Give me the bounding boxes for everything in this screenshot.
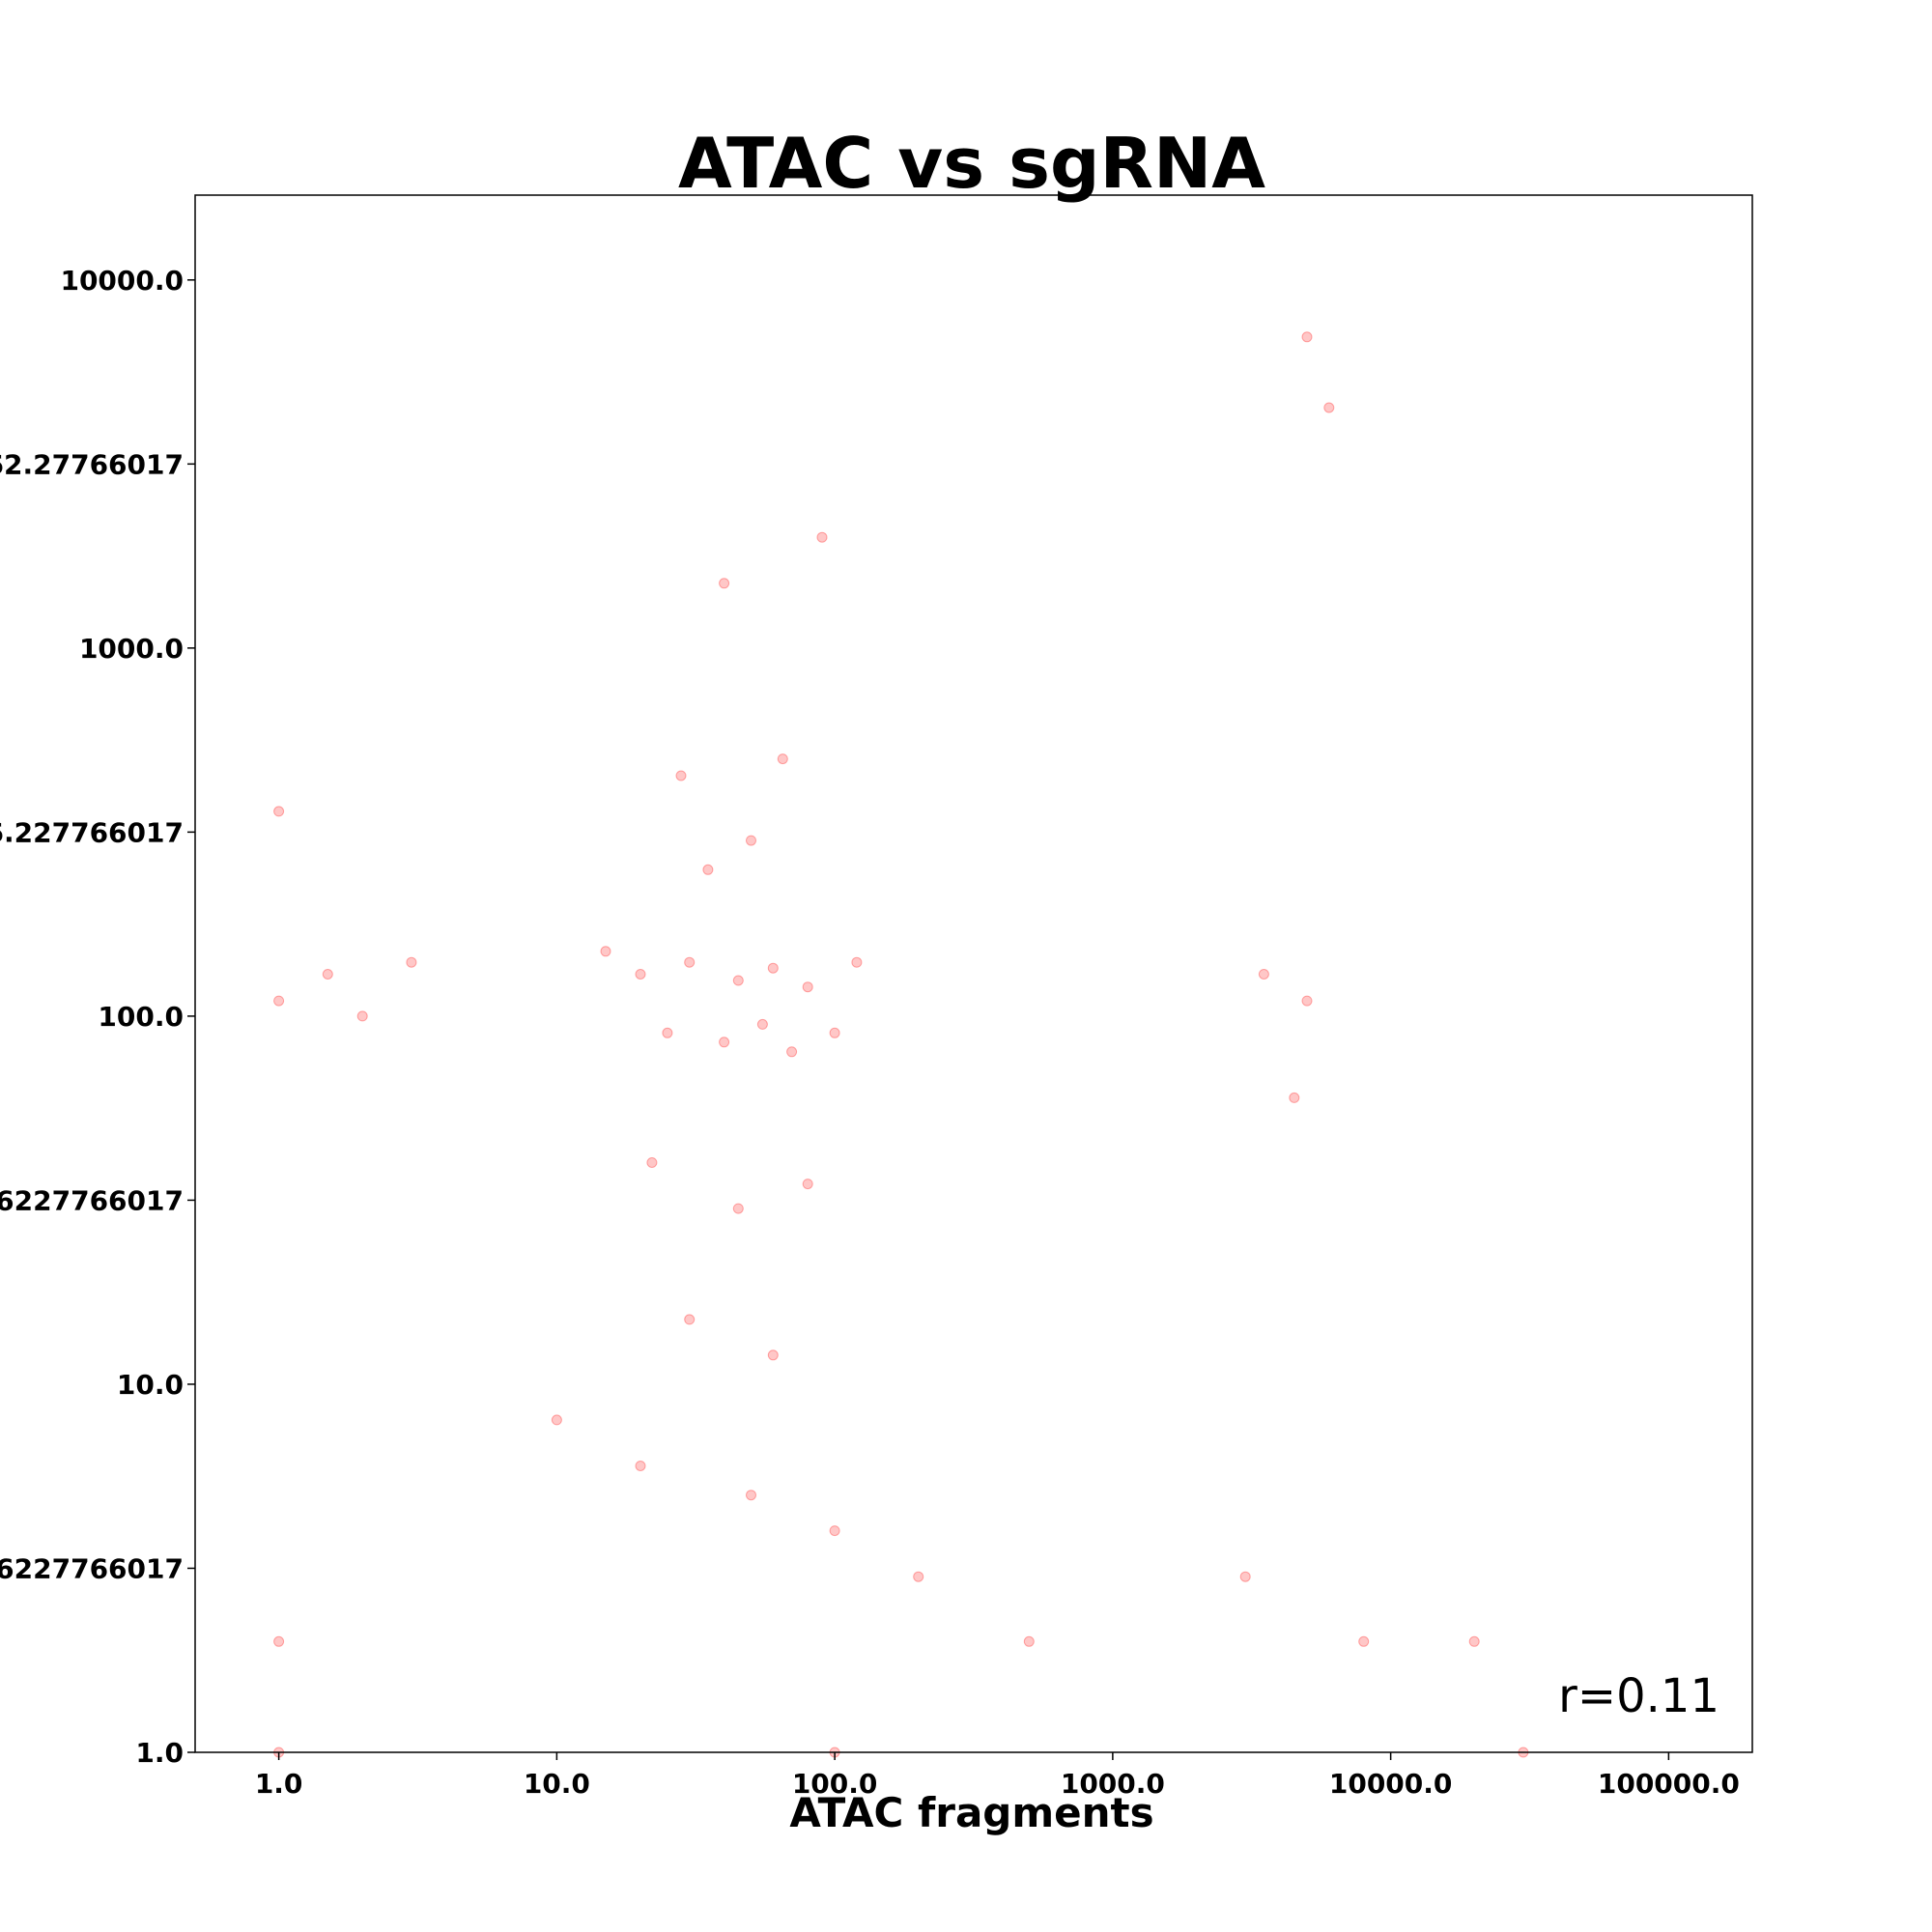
data-point (273, 995, 285, 1007)
data-point (1358, 1635, 1370, 1647)
data-point (406, 956, 417, 968)
data-point (551, 1414, 562, 1426)
y-tick-label: 1000.0 (79, 633, 184, 665)
data-point (777, 753, 788, 765)
x-axis-ticks: 1.0 10.0 100.0 1000.0 10000.0 100000.0 (255, 1752, 1740, 1800)
x-tick-label: 10.0 (524, 1768, 590, 1800)
data-point (600, 946, 611, 957)
y-tick-label: 316.227766017 (0, 816, 184, 848)
data-point (746, 1490, 756, 1501)
x-tick-label: 100.0 (792, 1768, 878, 1800)
data-point (746, 835, 756, 846)
x-axis-label: ATAC fragments (789, 1789, 1153, 1836)
data-point (786, 1046, 798, 1058)
data-point (322, 969, 333, 980)
x-tick-label: 1.0 (255, 1768, 303, 1800)
data-point (273, 806, 285, 817)
data-point (1023, 1635, 1035, 1647)
data-point (702, 864, 714, 875)
y-tick-label: 3162.27766017 (0, 448, 184, 480)
y-tick-label: 10000.0 (60, 265, 184, 297)
data-point (816, 531, 828, 543)
data-point (684, 1314, 696, 1325)
y-tick-label: 3.16227766017 (0, 1552, 184, 1584)
data-point (1258, 969, 1269, 980)
data-point (273, 1635, 285, 1647)
data-points (273, 331, 1529, 1758)
data-point (732, 975, 744, 986)
y-tick-label: 31.6227766017 (0, 1184, 184, 1216)
data-point (767, 1350, 779, 1361)
data-point (756, 1018, 768, 1030)
y-tick-label: 100.0 (98, 1001, 184, 1033)
x-tick-label: 1000.0 (1061, 1768, 1165, 1800)
x-tick-label: 10000.0 (1329, 1768, 1453, 1800)
data-point (1468, 1635, 1480, 1647)
data-point (802, 981, 813, 993)
data-point (719, 1037, 730, 1048)
data-point (851, 956, 863, 968)
data-point (719, 578, 730, 589)
data-point (913, 1571, 924, 1582)
data-point (1239, 1571, 1251, 1582)
y-tick-label: 1.0 (135, 1737, 184, 1769)
data-point (1301, 331, 1313, 343)
data-point (829, 1027, 840, 1038)
y-tick-label: 10.0 (117, 1369, 184, 1401)
correlation-annotation: r=0.11 (1558, 1669, 1719, 1723)
data-point (635, 969, 646, 980)
data-point (1323, 402, 1335, 413)
data-point (356, 1010, 368, 1022)
data-point (767, 962, 779, 974)
data-point (662, 1027, 673, 1038)
data-point (829, 1525, 840, 1537)
data-point (646, 1157, 658, 1168)
data-point (1301, 995, 1313, 1007)
chart-title: ATAC vs sgRNA (678, 123, 1265, 204)
x-tick-label: 100000.0 (1598, 1768, 1740, 1800)
data-point (684, 956, 696, 968)
data-point (1289, 1092, 1300, 1103)
y-axis-ticks: 1.0 3.16227766017 10.0 31.6227766017 100.0 31… (0, 265, 195, 1769)
data-point (635, 1461, 646, 1471)
data-point (802, 1179, 813, 1190)
data-point (732, 1203, 744, 1214)
data-point (675, 770, 687, 781)
plot-frame (194, 194, 1753, 1753)
